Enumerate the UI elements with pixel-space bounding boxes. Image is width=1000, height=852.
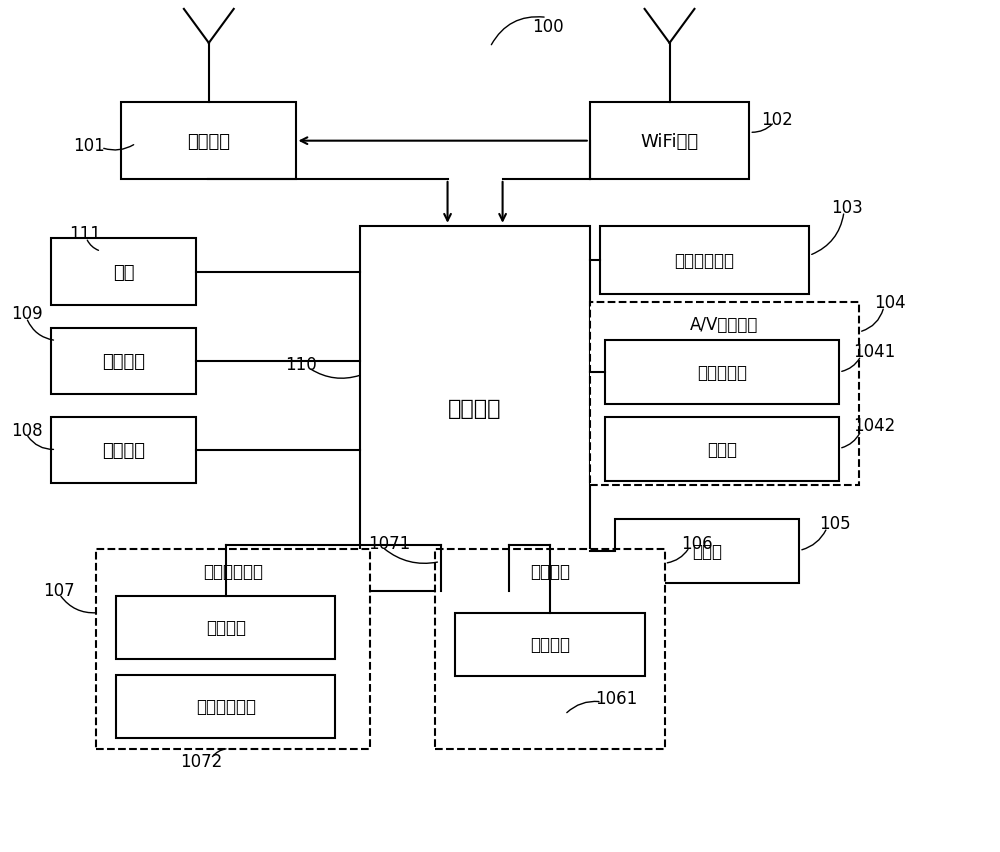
Text: A/V输入单元: A/V输入单元 (690, 315, 759, 334)
Bar (51, 328, 196, 394)
Bar (121, 103, 296, 180)
Text: 音频输出单元: 音频输出单元 (674, 251, 734, 269)
Text: 103: 103 (831, 199, 863, 216)
Bar (590, 302, 859, 486)
Text: 电源: 电源 (113, 263, 134, 281)
Bar (360, 227, 590, 591)
Text: 105: 105 (819, 515, 851, 532)
Text: 104: 104 (874, 294, 906, 312)
Text: 显示单元: 显示单元 (530, 561, 570, 580)
Bar (116, 596, 335, 659)
Text: 1041: 1041 (853, 343, 895, 360)
Text: 108: 108 (11, 421, 43, 440)
Text: 射频单元: 射频单元 (187, 133, 230, 151)
Bar (600, 227, 809, 295)
Text: 显示面板: 显示面板 (530, 636, 570, 653)
Text: 102: 102 (761, 112, 793, 130)
Bar (51, 417, 196, 484)
Text: 107: 107 (43, 581, 75, 599)
Bar (455, 613, 645, 676)
Text: 其他输入设备: 其他输入设备 (196, 698, 256, 716)
Bar (435, 550, 665, 749)
Bar (51, 239, 196, 305)
Text: 100: 100 (532, 19, 564, 37)
Bar (615, 520, 799, 583)
Text: 传感器: 传感器 (692, 542, 722, 561)
Text: 1072: 1072 (180, 752, 222, 770)
Text: 用户输入单元: 用户输入单元 (203, 561, 263, 580)
Bar (96, 550, 370, 749)
Text: 1042: 1042 (853, 417, 895, 435)
Text: 麦克风: 麦克风 (707, 440, 737, 458)
Text: 111: 111 (69, 225, 101, 243)
Text: 接口单元: 接口单元 (102, 441, 145, 459)
Text: 1071: 1071 (368, 534, 411, 552)
Text: 触控面板: 触控面板 (206, 619, 246, 636)
Text: 1061: 1061 (595, 688, 637, 707)
Text: 110: 110 (286, 356, 317, 374)
Text: 101: 101 (73, 137, 105, 155)
Bar (605, 417, 839, 481)
Bar (605, 341, 839, 405)
Bar (116, 675, 335, 739)
Text: 存储单元: 存储单元 (102, 353, 145, 371)
Bar (590, 103, 749, 180)
Text: 图形处理器: 图形处理器 (697, 364, 747, 382)
Text: 106: 106 (681, 534, 713, 552)
Text: 主控单元: 主控单元 (448, 399, 502, 419)
Text: WiFi模块: WiFi模块 (640, 133, 699, 151)
Text: 109: 109 (11, 305, 43, 323)
